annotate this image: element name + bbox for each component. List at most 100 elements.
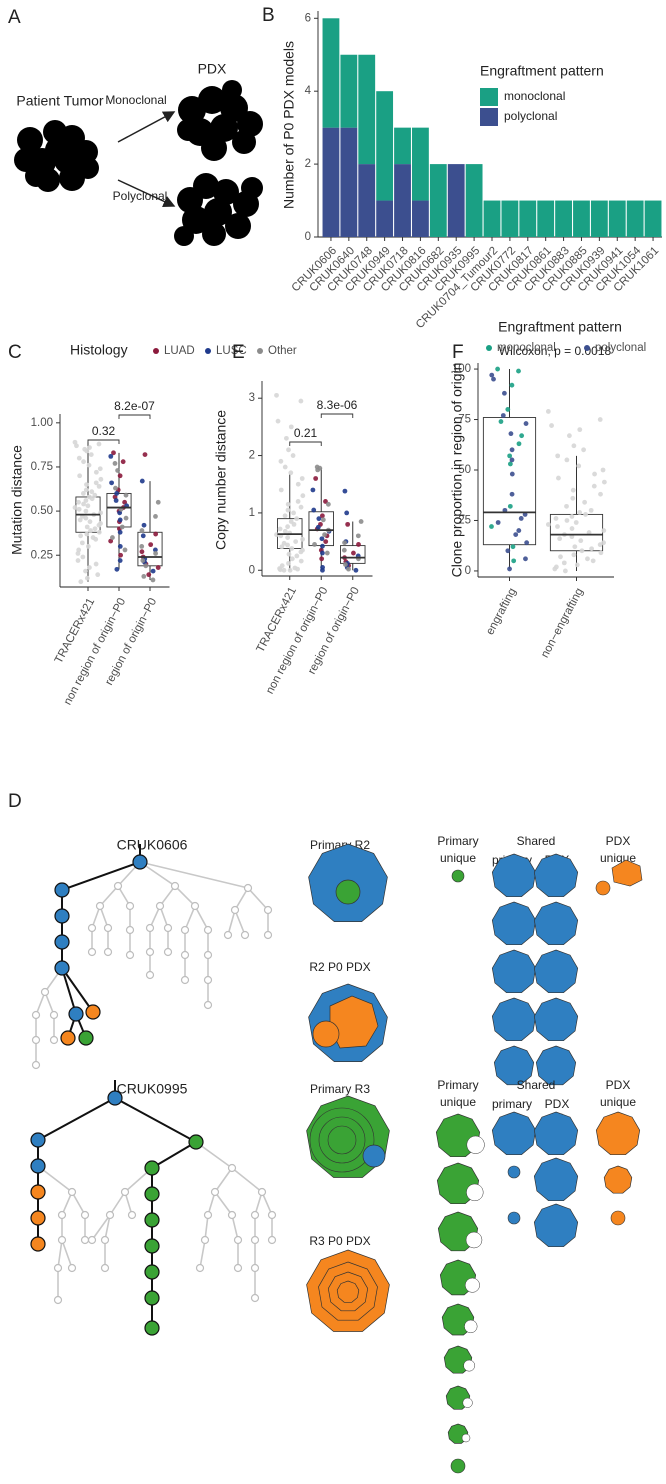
tree-node bbox=[155, 901, 165, 911]
point bbox=[597, 542, 603, 548]
point bbox=[76, 455, 82, 461]
point bbox=[569, 526, 575, 531]
point bbox=[299, 476, 305, 481]
tree-node bbox=[57, 1210, 67, 1220]
point bbox=[87, 519, 93, 525]
tree-node bbox=[195, 1263, 205, 1273]
point bbox=[108, 453, 114, 459]
point bbox=[518, 516, 524, 521]
arrow bbox=[117, 111, 176, 143]
point bbox=[545, 409, 551, 414]
tree-node bbox=[57, 1235, 67, 1245]
legend-label: LUAD bbox=[164, 345, 195, 357]
tree-node bbox=[31, 1060, 41, 1070]
point bbox=[281, 567, 287, 573]
bar-segment bbox=[465, 164, 483, 237]
point bbox=[583, 512, 588, 517]
point bbox=[298, 558, 304, 564]
y-axis-title: Clone proportion in region of origin bbox=[449, 363, 465, 578]
point bbox=[139, 478, 145, 484]
point bbox=[78, 579, 84, 585]
point bbox=[316, 516, 322, 522]
point bbox=[84, 482, 89, 488]
point bbox=[342, 540, 347, 546]
bar-segment bbox=[519, 200, 537, 237]
bar-segment bbox=[555, 200, 572, 237]
point bbox=[87, 445, 92, 450]
point bbox=[495, 520, 501, 525]
column-header: PDX bbox=[606, 834, 631, 848]
legend-key bbox=[153, 348, 159, 354]
y-tick-label: 6 bbox=[305, 12, 311, 24]
tree-node bbox=[31, 1035, 41, 1045]
tree-node bbox=[49, 1035, 59, 1045]
point bbox=[76, 506, 82, 512]
point bbox=[505, 407, 511, 412]
point bbox=[294, 553, 300, 559]
point bbox=[140, 558, 146, 563]
panel-letter: E bbox=[232, 342, 245, 363]
point bbox=[300, 493, 306, 499]
tree-node bbox=[49, 1010, 59, 1020]
point bbox=[84, 575, 90, 581]
point bbox=[123, 492, 129, 498]
point bbox=[524, 540, 530, 546]
point bbox=[564, 457, 570, 463]
panel-letter: D bbox=[8, 791, 22, 812]
point bbox=[516, 528, 522, 533]
tree-edge bbox=[61, 1239, 73, 1269]
point bbox=[140, 533, 146, 539]
bar-segment bbox=[358, 54, 376, 165]
tree-edge bbox=[117, 885, 131, 955]
y-tick-label: 0.50 bbox=[31, 505, 53, 517]
nucleus bbox=[69, 134, 79, 145]
point bbox=[585, 556, 590, 562]
tree-node bbox=[250, 1210, 260, 1220]
point bbox=[355, 533, 361, 539]
arrow bbox=[117, 179, 176, 208]
point bbox=[600, 467, 606, 473]
tree-node bbox=[105, 1210, 115, 1220]
point bbox=[592, 471, 597, 477]
point bbox=[577, 427, 583, 433]
bar-segment bbox=[412, 127, 429, 201]
point bbox=[555, 453, 561, 459]
tree-node bbox=[53, 1295, 63, 1305]
point bbox=[320, 567, 325, 573]
column-header: Shared bbox=[517, 1078, 556, 1092]
point bbox=[495, 366, 501, 372]
nucleus bbox=[188, 106, 200, 117]
point bbox=[122, 547, 128, 553]
point bbox=[320, 517, 326, 523]
column-header: Primary bbox=[437, 1078, 478, 1092]
point bbox=[89, 496, 95, 502]
point bbox=[295, 566, 300, 572]
clone-ring bbox=[327, 1125, 357, 1155]
tree-node bbox=[163, 947, 173, 957]
point bbox=[523, 421, 529, 426]
tree-node bbox=[120, 1187, 130, 1197]
point bbox=[564, 518, 570, 523]
nucleus bbox=[55, 146, 65, 157]
legend-key bbox=[205, 348, 211, 354]
point bbox=[286, 551, 292, 557]
point bbox=[555, 524, 560, 529]
point bbox=[87, 565, 92, 570]
point bbox=[143, 563, 149, 569]
case-id: CRUK0995 bbox=[117, 1081, 188, 1097]
bar-segment bbox=[358, 164, 376, 237]
point bbox=[291, 521, 297, 527]
label: Polyclonal bbox=[113, 189, 168, 203]
tree-node bbox=[40, 987, 50, 997]
tree-node bbox=[67, 1263, 77, 1273]
point bbox=[96, 529, 102, 535]
sample-label: Primary R3 bbox=[310, 1082, 370, 1096]
tree-node bbox=[87, 1235, 97, 1245]
clone bbox=[493, 1045, 535, 1086]
tree-node bbox=[180, 925, 190, 935]
clone bbox=[595, 880, 611, 896]
point bbox=[345, 521, 351, 527]
point bbox=[569, 514, 575, 519]
legend-key bbox=[584, 345, 590, 351]
tree-node bbox=[30, 1184, 46, 1200]
